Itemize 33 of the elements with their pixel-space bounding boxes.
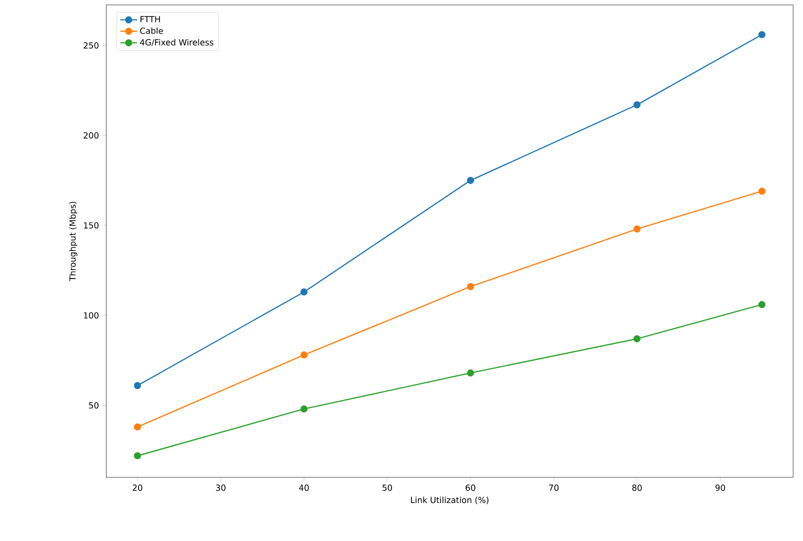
point: [134, 424, 142, 431]
point: [300, 406, 308, 413]
point: [134, 382, 142, 390]
x-tick-label: 70: [549, 484, 559, 492]
point: [300, 352, 308, 359]
x-tick-label: 40: [299, 484, 309, 492]
y-axis-title: Throughput (Mbps): [69, 202, 78, 282]
y-tick-label: 100: [84, 312, 99, 319]
x-tick-label: 90: [715, 484, 726, 492]
y-tick-label: 200: [84, 132, 99, 139]
y-tick-label: 250: [84, 42, 99, 49]
x-tick-label: 80: [632, 484, 642, 492]
y-tick-label: 50: [89, 402, 99, 409]
point: [466, 370, 474, 377]
x-tick-label: 20: [132, 484, 142, 492]
x-tick-label: 30: [216, 484, 226, 492]
point: [633, 335, 641, 343]
point: [466, 177, 474, 184]
x-tick-label: 60: [466, 484, 476, 492]
legend-label: Cable: [140, 28, 163, 34]
point: [758, 301, 766, 308]
point: [466, 283, 474, 290]
legend-label: FTTH: [140, 16, 160, 22]
point: [633, 226, 641, 233]
y-tick-label: 150: [84, 222, 99, 229]
point: [758, 188, 766, 195]
legend-label: 4G/Fixed Wireless: [140, 39, 214, 46]
x-axis-title: Link Utilization (%): [411, 496, 488, 504]
point: [633, 101, 641, 109]
point: [758, 31, 766, 38]
point: [134, 452, 142, 460]
x-tick-label: 50: [382, 484, 392, 492]
point: [300, 288, 308, 296]
